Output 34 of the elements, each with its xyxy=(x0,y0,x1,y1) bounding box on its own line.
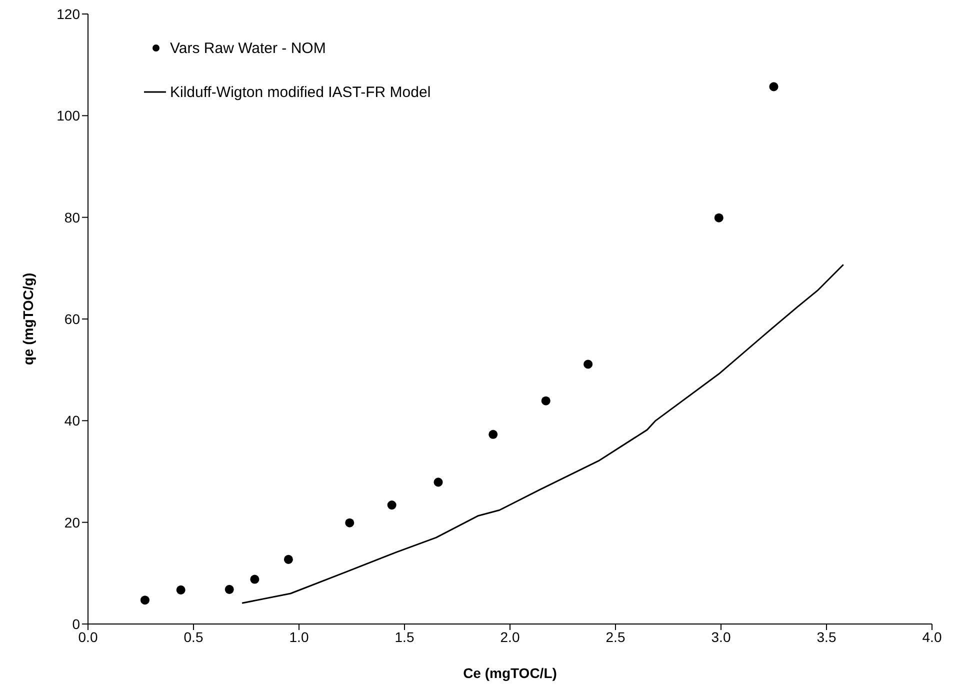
y-tick-label: 100 xyxy=(56,108,80,124)
x-tick-label: 2.5 xyxy=(606,628,626,645)
x-tick-label: 0.0 xyxy=(78,628,98,645)
y-tick-label: 0 xyxy=(72,616,80,632)
point xyxy=(488,430,498,439)
point xyxy=(250,574,260,584)
x-tick-label: 1.0 xyxy=(289,628,309,645)
point xyxy=(140,596,150,605)
point xyxy=(714,213,724,222)
point xyxy=(345,518,354,528)
point xyxy=(541,396,550,406)
x-axis-title: Ce (mgTOC/L) xyxy=(463,665,557,681)
x-tick-label: 1.5 xyxy=(394,628,414,645)
line-series xyxy=(241,264,844,604)
y-tick-label: 40 xyxy=(64,412,80,429)
x-tick-label: 2.0 xyxy=(500,628,520,645)
point xyxy=(284,554,293,564)
legend-label: Vars Raw Water - NOM xyxy=(170,40,326,56)
x-tick-label: 3.5 xyxy=(816,628,836,645)
y-axis-title: qe (mgTOC/g) xyxy=(20,272,36,366)
y-tick-label: 60 xyxy=(64,310,80,327)
point xyxy=(224,584,234,594)
point xyxy=(584,360,593,369)
x-tick-label: 3.0 xyxy=(711,628,731,645)
point xyxy=(434,478,443,487)
x-tick-label: 4.0 xyxy=(922,628,942,645)
point xyxy=(769,82,778,92)
x-tick-label: 0.5 xyxy=(184,628,204,645)
point xyxy=(387,500,396,510)
y-tick-label: 20 xyxy=(64,514,80,530)
legend-label: Kilduff-Wigton modified IAST-FR Model xyxy=(170,84,431,100)
y-tick-label: 80 xyxy=(64,209,80,226)
point xyxy=(176,585,186,594)
y-tick-label: 120 xyxy=(56,6,80,22)
